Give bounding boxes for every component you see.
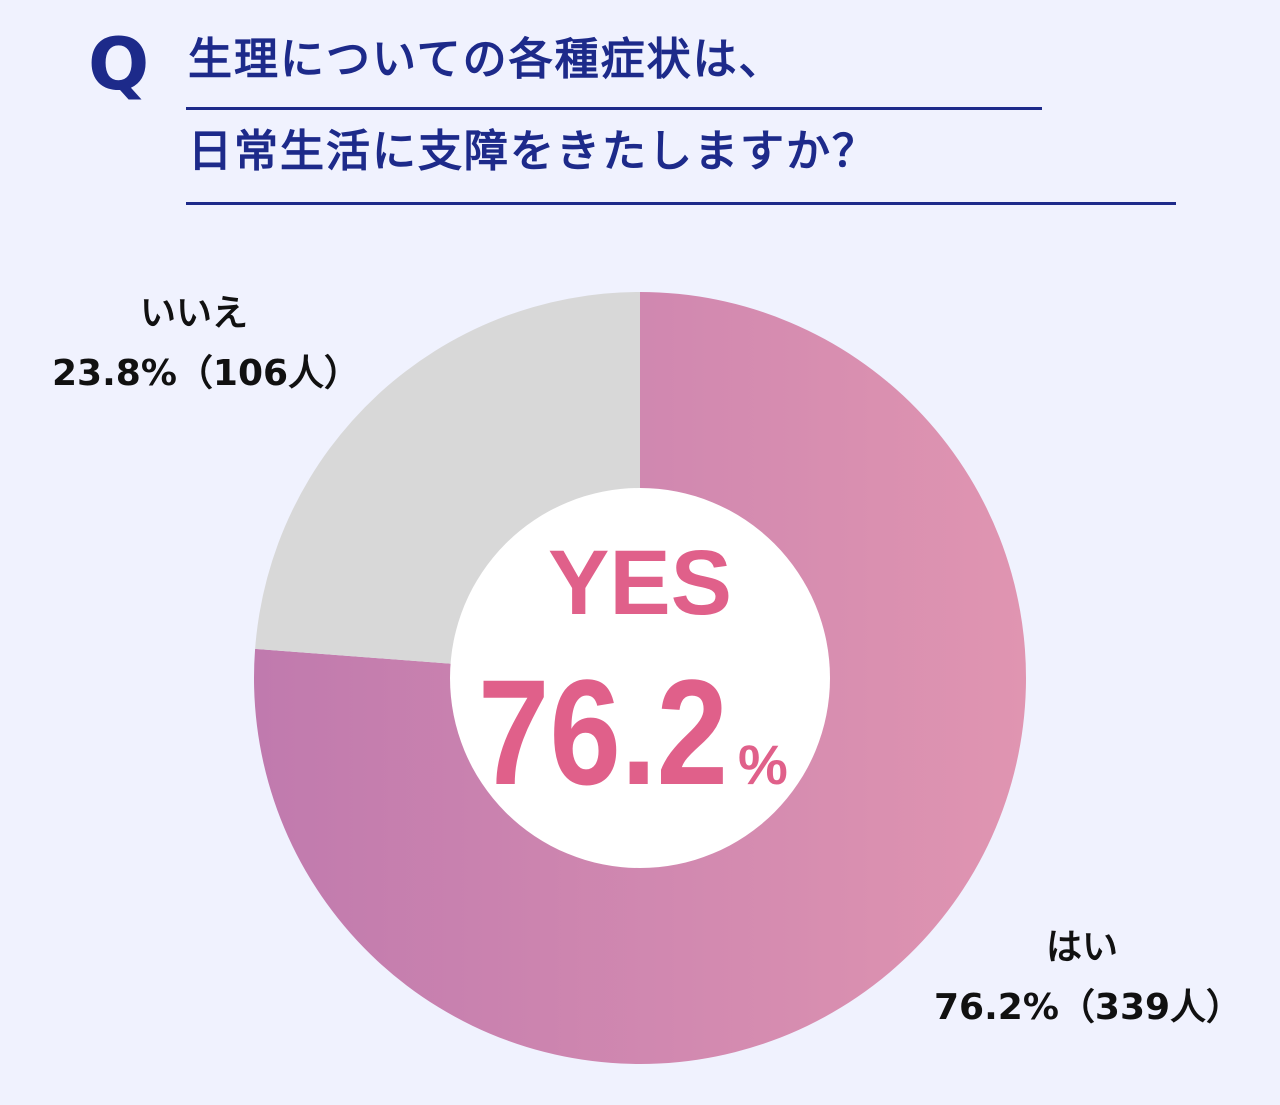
label-no-value: 23.8%（106人） [52, 353, 361, 394]
title-underline-2 [186, 202, 1176, 205]
question-title-line-2: 日常生活に支障をきたしますか？ [188, 126, 878, 177]
label-yes-name: はい [1046, 927, 1119, 968]
center-percentage: 76.2 [478, 648, 728, 816]
title-underline-1 [186, 107, 1042, 110]
donut-hole [450, 488, 830, 868]
label-no-name: いいえ [140, 293, 249, 334]
question-title-line-1: 生理についての各種症状は、 [188, 34, 785, 85]
question-mark-q: Q [88, 22, 150, 106]
center-headline: YES [548, 532, 732, 634]
label-yes-value: 76.2%（339人） [934, 987, 1243, 1028]
center-percent-sign: % [738, 733, 788, 796]
